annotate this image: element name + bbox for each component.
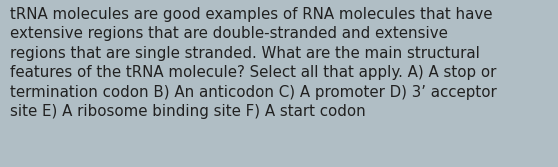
Text: tRNA molecules are good examples of RNA molecules that have
extensive regions th: tRNA molecules are good examples of RNA …: [10, 7, 497, 119]
